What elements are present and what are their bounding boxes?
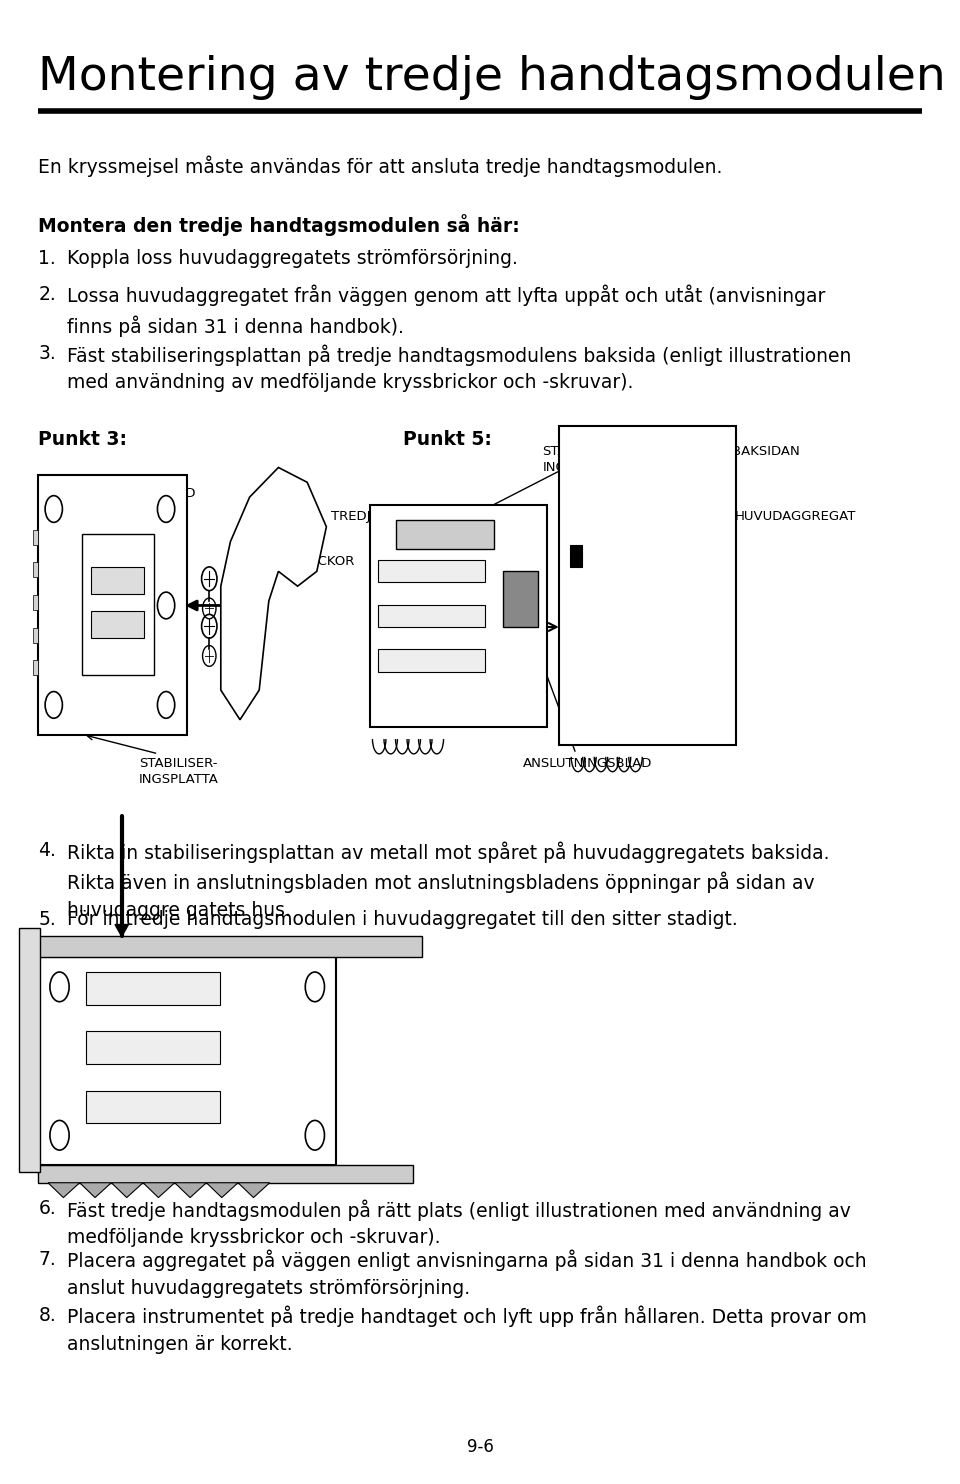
Polygon shape — [80, 1183, 111, 1198]
Polygon shape — [111, 1183, 143, 1198]
Bar — [503, 571, 539, 626]
Text: Montering av tredje handtagsmodulen: Montering av tredje handtagsmodulen — [38, 55, 947, 99]
Bar — [378, 605, 485, 626]
Text: TREDJE HANDTAGSMODULEN: TREDJE HANDTAGSMODULEN — [331, 510, 523, 524]
Polygon shape — [175, 1183, 206, 1198]
Text: TREDJE HANDTAGSMOD
ULENS BAKSIDA: TREDJE HANDTAGSMOD ULENS BAKSIDA — [38, 487, 196, 516]
Text: 7.: 7. — [38, 1250, 56, 1269]
Bar — [378, 561, 485, 583]
Text: SPÅR PÅ BAKSIDAN: SPÅR PÅ BAKSIDAN — [672, 445, 800, 459]
Bar — [38, 957, 336, 1165]
Polygon shape — [48, 1183, 80, 1198]
Bar — [86, 972, 220, 1005]
Bar — [91, 611, 144, 638]
Text: Lossa huvudaggregatet från väggen genom att lyfta uppåt och utåt (anvisningar
fi: Lossa huvudaggregatet från väggen genom … — [67, 285, 826, 337]
Bar — [378, 650, 485, 671]
Polygon shape — [221, 467, 326, 720]
Bar — [559, 426, 736, 745]
Bar — [370, 505, 547, 727]
Bar — [570, 545, 582, 567]
Text: 1.: 1. — [38, 249, 56, 269]
Bar — [33, 530, 38, 545]
Text: ANSLUTNINGSBLAD: ANSLUTNINGSBLAD — [523, 757, 653, 770]
Text: Punkt 5:: Punkt 5: — [403, 430, 492, 450]
Bar — [38, 475, 187, 735]
Bar — [33, 595, 38, 610]
Bar — [33, 660, 38, 675]
Text: 9-6: 9-6 — [467, 1438, 493, 1456]
Text: Rikta in stabiliseringsplattan av metall mot spåret på huvudaggregatets baksida.: Rikta in stabiliseringsplattan av metall… — [67, 841, 829, 920]
Text: Placera aggregatet på väggen enligt anvisningarna på sidan 31 i denna handbok oc: Placera aggregatet på väggen enligt anvi… — [67, 1250, 867, 1297]
Text: KRYSSBRICKOR: KRYSSBRICKOR — [254, 555, 355, 568]
Text: 4.: 4. — [38, 841, 57, 861]
Bar — [33, 628, 38, 643]
Text: För in tredje handtagsmodulen i huvudaggregatet till den sitter stadigt.: För in tredje handtagsmodulen i huvudagg… — [67, 910, 738, 929]
Bar — [86, 1091, 220, 1123]
Polygon shape — [206, 1183, 238, 1198]
Text: Punkt 6:: Punkt 6: — [38, 942, 128, 962]
Polygon shape — [238, 1183, 270, 1198]
Text: Fäst stabiliseringsplattan på tredje handtagsmodulens baksida (enligt illustrati: Fäst stabiliseringsplattan på tredje han… — [67, 344, 852, 392]
Bar — [86, 1031, 220, 1064]
Text: 3.: 3. — [38, 344, 56, 364]
Text: 8.: 8. — [38, 1306, 56, 1325]
Text: Placera instrumentet på tredje handtaget och lyft upp från hållaren. Detta prova: Placera instrumentet på tredje handtaget… — [67, 1306, 867, 1353]
Polygon shape — [143, 1183, 175, 1198]
Polygon shape — [115, 925, 129, 936]
Text: 6.: 6. — [38, 1199, 56, 1218]
Text: Fäst tredje handtagsmodulen på rätt plats (enligt illustrationen med användning : Fäst tredje handtagsmodulen på rätt plat… — [67, 1199, 852, 1247]
Text: STABILISER-
INGSPLATTA: STABILISER- INGSPLATTA — [139, 757, 219, 787]
Bar — [29, 936, 422, 957]
Text: Montera den tredje handtagsmodulen så här:: Montera den tredje handtagsmodulen så hä… — [38, 214, 520, 236]
Text: STABILISER-
INGSPLATTA: STABILISER- INGSPLATTA — [542, 445, 622, 475]
Text: 2.: 2. — [38, 285, 56, 304]
Bar — [396, 521, 493, 549]
Bar — [91, 567, 144, 594]
Text: HUVUDAGGREGAT: HUVUDAGGREGAT — [734, 510, 855, 524]
Text: En kryssmejsel måste användas för att ansluta tredje handtagsmodulen.: En kryssmejsel måste användas för att an… — [38, 156, 723, 177]
Bar — [38, 1165, 413, 1183]
Bar — [82, 534, 154, 675]
Text: Punkt 3:: Punkt 3: — [38, 430, 128, 450]
Text: 5.: 5. — [38, 910, 56, 929]
Bar — [33, 562, 38, 577]
Bar — [19, 928, 40, 1172]
Text: Koppla loss huvudaggregatets strömförsörjning.: Koppla loss huvudaggregatets strömförsör… — [67, 249, 518, 269]
